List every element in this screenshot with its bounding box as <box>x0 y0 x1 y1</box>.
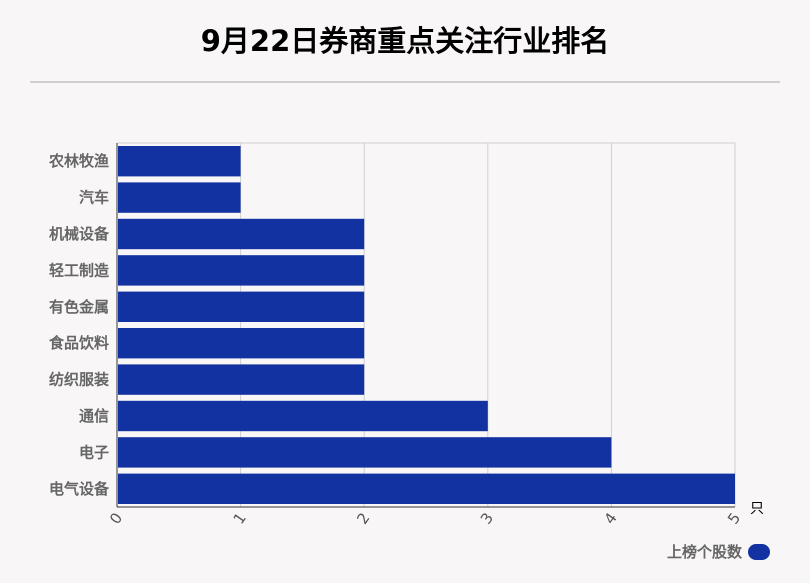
legend-label: 上榜个股数 <box>666 543 742 561</box>
chart-title: 9月22日券商重点关注行业排名 <box>200 24 610 58</box>
y-tick-label: 通信 <box>79 407 109 425</box>
y-tick-label: 有色金属 <box>49 298 109 316</box>
x-tick-label: 1 <box>230 509 250 527</box>
title-divider <box>30 81 780 83</box>
y-tick-label: 电气设备 <box>49 480 110 498</box>
x-tick-label: 2 <box>353 509 373 527</box>
x-tick-label: 4 <box>600 509 620 527</box>
y-tick-label: 食品饮料 <box>49 334 109 352</box>
x-tick-label: 0 <box>106 509 126 527</box>
x-axis-unit: 只 <box>750 501 764 517</box>
y-tick-label: 汽车 <box>79 189 109 207</box>
bar <box>118 364 365 395</box>
bar <box>118 437 612 468</box>
bar <box>118 146 241 177</box>
bar <box>118 218 365 250</box>
x-tick-label: 3 <box>477 509 497 527</box>
bar <box>118 291 365 322</box>
y-tick-label: 轻工制造 <box>49 261 109 279</box>
y-tick-label: 电子 <box>79 443 109 461</box>
legend[interactable]: 上榜个股数 <box>667 541 770 562</box>
y-tick-label: 机械设备 <box>49 225 110 243</box>
x-tick-label: 5 <box>724 509 744 527</box>
bar <box>118 255 365 286</box>
bar <box>118 400 488 432</box>
bar <box>118 328 365 359</box>
legend-swatch <box>748 543 770 560</box>
bar <box>118 473 735 504</box>
y-tick-label: 纺织服装 <box>49 371 110 389</box>
bar <box>118 182 241 213</box>
y-tick-label: 农林牧渔 <box>48 152 109 170</box>
